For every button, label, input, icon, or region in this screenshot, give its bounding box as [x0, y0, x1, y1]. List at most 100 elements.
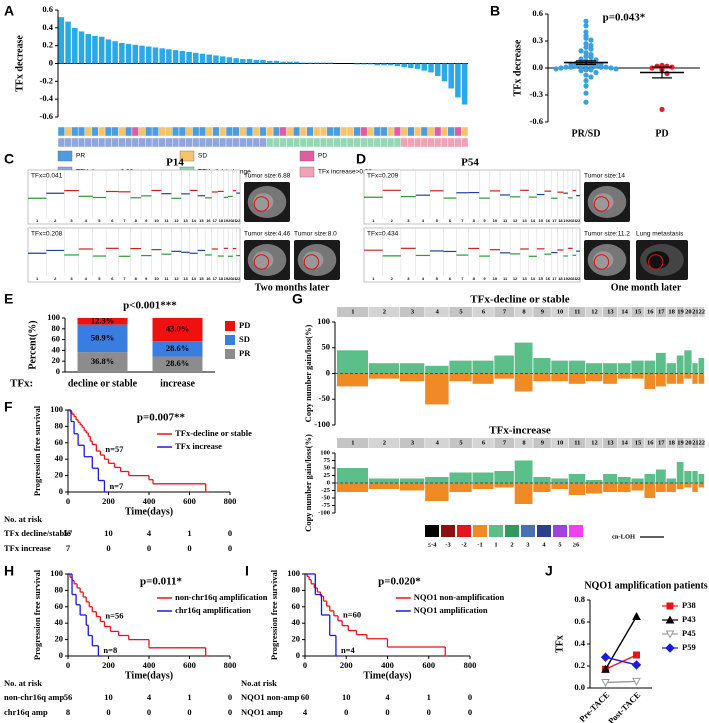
- y-tick-label: -0.6: [530, 116, 543, 126]
- gain-bar: [568, 360, 586, 374]
- gain-bar: [631, 360, 644, 374]
- strip-chromosome-label: 21: [232, 276, 237, 281]
- legend-label: SD: [239, 334, 250, 344]
- y-tick-label: 20: [55, 470, 64, 480]
- risk-value: 10: [342, 692, 351, 702]
- series-label: n=57: [105, 444, 124, 454]
- tfx-change-cell: [111, 137, 119, 148]
- risk-value: 4: [303, 707, 308, 717]
- chromosome-label: 9: [541, 308, 545, 315]
- y-tick-label: 0.0: [532, 62, 543, 72]
- chromosome-label: 7: [503, 308, 507, 315]
- y-tick-label: 0.3: [532, 35, 543, 45]
- bar: [361, 63, 367, 65]
- y-tick-label: 25: [324, 472, 331, 479]
- bar: [98, 36, 105, 64]
- bar: [112, 41, 118, 64]
- legend-label: 3: [526, 541, 530, 548]
- response-cell: [434, 126, 442, 137]
- y-tick-label: 50: [322, 342, 331, 352]
- strip-chromosome-label: 7: [123, 276, 126, 281]
- strip-chromosome-label: 22: [236, 276, 241, 281]
- y-tick-label: 50: [324, 464, 331, 471]
- legend-marker: [665, 630, 675, 639]
- x-tick-label: 400: [381, 660, 394, 670]
- y-tick-label: 0.4: [42, 22, 53, 32]
- response-cell: [219, 126, 227, 137]
- response-cell: [346, 126, 354, 137]
- strip-chromosome-label: 13: [183, 218, 188, 223]
- tfx-change-cell: [252, 137, 260, 148]
- legend-swatch: [57, 150, 73, 162]
- ct-tumor-mark: [593, 254, 610, 270]
- bar: [139, 45, 145, 64]
- chromosome-band: [551, 307, 569, 317]
- chromosome-band: [666, 438, 677, 448]
- strip-chromosome-label: 22: [236, 218, 241, 223]
- strip-chromosome-label: 21: [232, 218, 237, 223]
- lung-label: Lung metastasis: [636, 231, 684, 238]
- gain-bar: [551, 360, 568, 374]
- risk-value: 4: [147, 528, 152, 538]
- y-axis-label: Copy number gain/loss(%): [303, 325, 313, 423]
- strip-chromosome-label: 10: [493, 276, 498, 281]
- bar: [441, 63, 448, 82]
- chromosome-label: 9: [541, 439, 545, 446]
- loss-bar: [617, 373, 631, 379]
- risk-row-name: TFx increase: [4, 543, 51, 553]
- risk-value: 0: [147, 707, 151, 717]
- strip-chromosome-label: 20: [228, 276, 233, 281]
- legend-label: NQO1 amplification: [414, 605, 488, 615]
- tumor-size: Tumor size:8.0: [294, 231, 337, 238]
- strip-chromosome-label: 16: [546, 276, 551, 281]
- loss-bar: [551, 483, 568, 489]
- tfx-change-cell: [91, 137, 99, 148]
- bar: [78, 31, 85, 64]
- tfx-change-cell: [387, 137, 395, 148]
- y-tick-label: -0.3: [530, 89, 543, 99]
- tfx-change-cell: [366, 137, 375, 148]
- gain-bar: [692, 363, 698, 374]
- strip-chromosome-label: 8: [135, 276, 138, 281]
- risk-row-name: non-chr16q amp: [4, 692, 64, 702]
- bar: [92, 35, 98, 64]
- data-point: [588, 37, 594, 43]
- legend-swatch: [299, 150, 315, 162]
- strip-chromosome-label: 10: [154, 218, 159, 223]
- loss-bar: [603, 483, 617, 492]
- y-tick-label: 20: [292, 634, 301, 644]
- y-tick-label: 40: [55, 453, 64, 463]
- x-tick-label: 0: [303, 660, 307, 670]
- bar: [246, 59, 253, 64]
- ct-organ: [253, 251, 274, 269]
- risk-table-title: No.at risk: [241, 678, 277, 688]
- chromosome-band: [676, 438, 684, 448]
- response-cell: [279, 126, 287, 137]
- data-point: [664, 63, 670, 69]
- series-label: n=8: [103, 645, 117, 655]
- ct-organ: [253, 193, 274, 211]
- loss-bar: [603, 373, 617, 384]
- value-label: 50.9%: [91, 332, 114, 342]
- y-axis-label: Percent(%): [27, 320, 38, 369]
- tfx-change-cell: [461, 137, 469, 148]
- tfx-change-cell: [84, 137, 92, 148]
- strip-chromosome-label: 12: [513, 276, 518, 281]
- chromosome-band: [425, 307, 449, 317]
- loss-bar: [337, 483, 369, 492]
- response-cell: [84, 126, 92, 137]
- y-tick-label: 60: [52, 334, 61, 344]
- strip-chromosome-label: 8: [473, 276, 476, 281]
- risk-value: 0: [344, 707, 348, 717]
- response-cell: [252, 126, 260, 137]
- chromosome-label: 21: [692, 308, 699, 315]
- gain-bar: [449, 360, 472, 374]
- chromosome-label: 17: [658, 308, 665, 315]
- gain-bar: [676, 462, 684, 483]
- bar: [72, 27, 78, 64]
- chromosome-band: [617, 307, 631, 317]
- strip-chromosome-label: 17: [213, 276, 218, 281]
- response-cell: [145, 126, 153, 137]
- y-tick-label: 100: [47, 312, 60, 322]
- data-point: [583, 99, 589, 105]
